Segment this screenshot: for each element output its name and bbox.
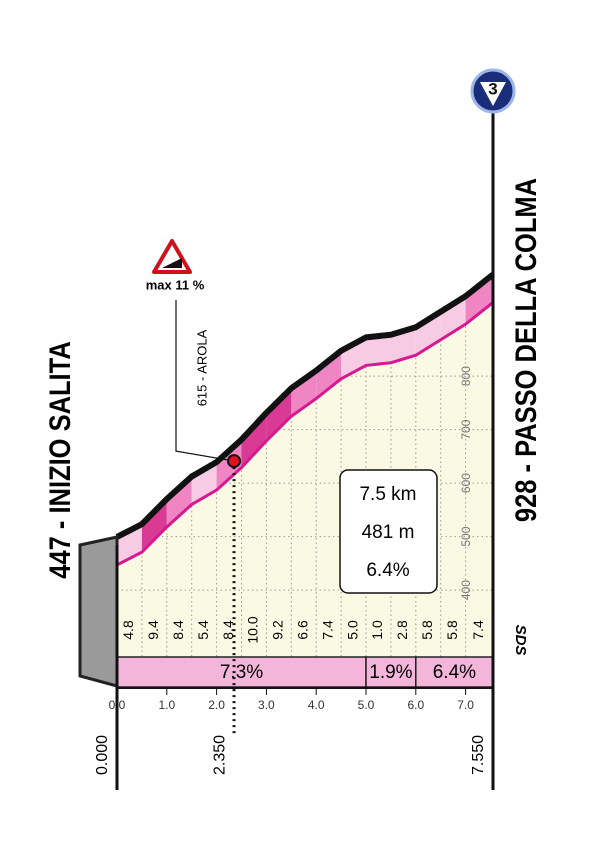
gradient-label: 7.4 [470, 620, 486, 640]
summary-text: 6.4% [366, 560, 409, 581]
pointer-line [175, 300, 235, 462]
gradient-segment [465, 274, 493, 325]
gradient-label: 10.0 [245, 616, 261, 643]
gradient-segment [191, 462, 217, 505]
y-tick-label: 400 [459, 580, 473, 600]
summary-text: 481 m [362, 522, 415, 543]
badge-triangle [480, 82, 506, 106]
gradient-label: 9.4 [145, 620, 161, 640]
gradient-label: 4.8 [120, 620, 136, 640]
y-tick-label: 500 [459, 526, 473, 546]
x-tick-label: 7.0 [457, 698, 474, 712]
profile-outline [115, 272, 495, 540]
start-block [78, 535, 119, 688]
x-tick-label: 6.0 [407, 698, 424, 712]
gradient-label: 6.6 [294, 620, 310, 640]
gradient-label: 1.0 [369, 620, 385, 640]
gradient-label: 5.8 [444, 620, 460, 640]
gradient-label: 5.4 [195, 620, 211, 640]
x-tick-label: 4.0 [308, 698, 325, 712]
gradient-segment [166, 476, 192, 527]
gradient-segment [141, 498, 167, 553]
gradient-segment [390, 327, 416, 363]
category-label: 3 [488, 79, 497, 98]
warning-slope [162, 258, 182, 268]
distance-label: 2.350 [211, 735, 228, 775]
profile-bottom-line [116, 301, 494, 567]
gradient-label: 5.8 [419, 620, 435, 640]
section-bar [365, 656, 417, 688]
gradient-segment [366, 334, 391, 366]
gradient-segment [316, 350, 342, 399]
gradient-label: 8.4 [170, 620, 186, 640]
gradient-label: 9.2 [270, 620, 286, 640]
x-tick-label: 2.0 [208, 698, 225, 712]
gradient-label: 5.0 [344, 620, 360, 640]
gradient-segment [291, 370, 317, 417]
x-tick-label: 3.0 [258, 698, 275, 712]
start-label: 447 - INIZIO SALITA [43, 341, 76, 578]
summary-text: 7.5 km [359, 484, 416, 505]
distance-label: 0.000 [94, 735, 111, 775]
gradient-label: 8.4 [220, 620, 236, 640]
finish-label: 928 - PASSO DELLA COLMA [509, 178, 542, 522]
gradient-segment [440, 296, 466, 340]
y-tick-label: 700 [459, 419, 473, 439]
gradient-label: 2.8 [394, 620, 410, 640]
logo: SDS [512, 625, 529, 656]
x-tick-label: 1.0 [158, 698, 175, 712]
gradient-label: 7.4 [319, 620, 335, 640]
section-label: 1.9% [369, 662, 412, 683]
x-tick-label: 5.0 [358, 698, 375, 712]
waypoint-dot [227, 454, 242, 469]
waypoint-label: 615 - AROLA [194, 329, 209, 406]
max-gradient: max 11 % [146, 277, 205, 292]
gradient-segment [266, 388, 292, 441]
y-tick-label: 600 [459, 473, 473, 493]
gradient-segment [241, 412, 267, 468]
section-label: 6.4% [433, 662, 476, 683]
y-tick-label: 800 [459, 366, 473, 386]
summary-box [339, 469, 438, 594]
section-label: 7.3% [220, 662, 263, 683]
distance-label: 7.550 [470, 735, 487, 775]
gradient-segment [415, 311, 441, 356]
plot: 400 500 600 700 800 4.8 9.4 8.4 5.4 8.4 10.0 9.2 6.6… [43, 68, 542, 790]
section-bar [415, 656, 494, 688]
